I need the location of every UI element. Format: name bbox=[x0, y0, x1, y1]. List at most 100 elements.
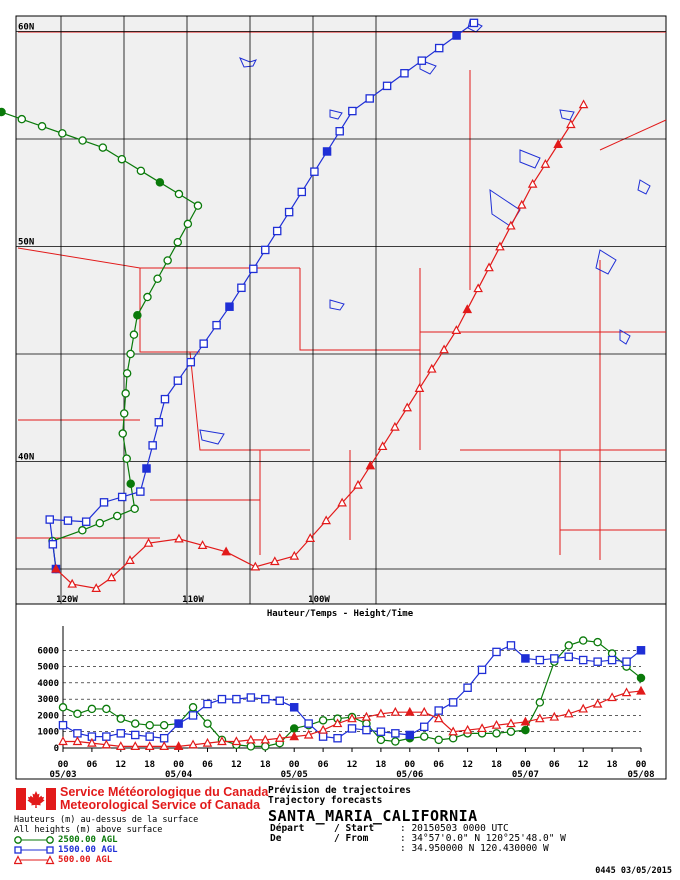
data-point bbox=[130, 719, 140, 728]
data-point bbox=[318, 724, 328, 734]
data-point bbox=[348, 106, 357, 116]
data-point bbox=[274, 732, 285, 742]
data-point bbox=[365, 460, 376, 470]
data-point bbox=[270, 556, 280, 566]
data-point bbox=[117, 154, 127, 164]
from-row-2: : 34.950000 N 120.430000 W bbox=[268, 844, 678, 854]
data-point bbox=[566, 119, 576, 129]
forecast-info: Prévision de trajectoires Trajectory for… bbox=[268, 786, 678, 854]
data-point bbox=[347, 713, 357, 723]
data-point bbox=[563, 708, 574, 718]
data-point bbox=[419, 706, 430, 716]
data-point bbox=[477, 665, 487, 675]
data-point bbox=[353, 479, 363, 489]
data-point bbox=[125, 555, 135, 564]
data-point bbox=[391, 729, 400, 738]
data-point bbox=[405, 730, 415, 740]
lake-outline bbox=[329, 109, 343, 120]
canada-flag-icon bbox=[16, 788, 56, 810]
x-date-label: 05/06 bbox=[396, 770, 423, 780]
lake-outline bbox=[559, 109, 575, 121]
data-point bbox=[95, 518, 105, 528]
data-point bbox=[521, 654, 530, 663]
data-point bbox=[51, 563, 61, 573]
data-point bbox=[246, 693, 256, 702]
data-point bbox=[118, 429, 127, 438]
data-point bbox=[173, 741, 184, 750]
data-point bbox=[78, 526, 87, 535]
data-point bbox=[121, 389, 130, 398]
data-point bbox=[102, 732, 111, 741]
data-point bbox=[129, 330, 139, 339]
data-point bbox=[289, 550, 300, 560]
data-point bbox=[462, 304, 473, 314]
legend-label-500: 500.00 AGL bbox=[58, 855, 113, 865]
data-point bbox=[506, 718, 516, 728]
y-tick-label: 5000 bbox=[37, 663, 59, 673]
data-point bbox=[148, 441, 157, 450]
data-point bbox=[159, 733, 169, 743]
data-point bbox=[73, 709, 82, 719]
data-point bbox=[400, 69, 409, 78]
data-point bbox=[112, 511, 122, 521]
legend-note-en: All heights (m) above surface bbox=[14, 825, 163, 835]
data-point bbox=[391, 737, 400, 746]
data-point bbox=[390, 421, 400, 431]
data-point bbox=[322, 147, 332, 156]
lake-outline bbox=[637, 179, 651, 195]
data-point bbox=[212, 320, 221, 330]
data-point bbox=[337, 497, 347, 507]
data-point bbox=[58, 703, 68, 712]
data-point bbox=[155, 178, 165, 187]
data-point bbox=[333, 733, 342, 743]
data-point bbox=[246, 742, 256, 751]
start-value: : 20150503 0000 UTC bbox=[400, 823, 509, 834]
lake-outline bbox=[199, 429, 225, 445]
data-point bbox=[564, 652, 574, 662]
x-tick-label: 18 bbox=[491, 760, 502, 770]
data-point bbox=[126, 479, 135, 488]
data-point bbox=[17, 114, 27, 124]
border-line bbox=[139, 268, 200, 353]
data-point bbox=[136, 166, 146, 176]
data-point bbox=[390, 706, 401, 716]
data-point bbox=[126, 349, 135, 359]
data-point bbox=[520, 716, 531, 726]
data-point bbox=[199, 339, 208, 348]
data-point bbox=[549, 711, 560, 721]
x-tick-label: 18 bbox=[375, 760, 386, 770]
data-point bbox=[58, 736, 68, 746]
x-tick-label: 12 bbox=[115, 760, 126, 770]
start-label: Départ bbox=[270, 823, 305, 834]
title-fr: Prévision de trajectoires bbox=[268, 785, 411, 796]
data-point bbox=[188, 711, 198, 720]
from-value-decimal: : 34.950000 N 120.430000 W bbox=[400, 843, 549, 854]
data-point bbox=[193, 201, 203, 210]
x-tick-label: 00 bbox=[404, 760, 415, 770]
data-point bbox=[361, 711, 372, 721]
x-tick-label: 18 bbox=[260, 760, 271, 770]
data-point bbox=[376, 727, 386, 736]
data-point bbox=[535, 655, 545, 665]
data-point bbox=[174, 719, 183, 728]
longitude-label: 100W bbox=[308, 595, 330, 605]
data-point bbox=[145, 732, 154, 741]
latitude-label: 60N bbox=[18, 23, 34, 33]
data-point bbox=[160, 394, 170, 404]
x-date-label: 05/05 bbox=[281, 770, 308, 780]
data-point bbox=[232, 694, 241, 704]
data-point bbox=[272, 226, 282, 236]
legend-label-1500: 1500.00 AGL bbox=[58, 845, 118, 855]
data-point bbox=[72, 736, 83, 746]
data-point bbox=[426, 363, 437, 373]
data-point bbox=[434, 735, 443, 745]
legend-entry-1500: 1500.00 AGL bbox=[14, 845, 254, 855]
x-date-label: 05/04 bbox=[165, 770, 193, 780]
latitude-label: 50N bbox=[18, 238, 34, 248]
data-point bbox=[527, 178, 538, 188]
data-point bbox=[249, 264, 258, 274]
x-tick-label: 06 bbox=[433, 760, 444, 770]
data-point bbox=[593, 637, 602, 647]
data-point bbox=[153, 274, 162, 283]
from-row: De / From : 34°57'0.0" N 120°25'48.0" W bbox=[268, 834, 678, 844]
